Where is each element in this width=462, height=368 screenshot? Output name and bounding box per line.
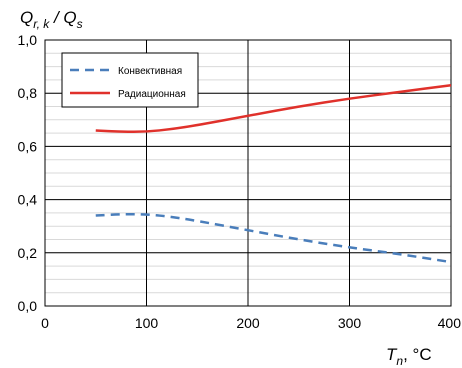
- x-tick-label: 300: [338, 315, 362, 331]
- y-axis-title-sub1: r, k: [33, 17, 50, 31]
- y-tick-label: 1,0: [18, 32, 38, 48]
- y-axis-title-sep: /: [49, 8, 63, 27]
- y-axis-title: Qr, k / Qs: [20, 8, 83, 31]
- series-layer: [95, 83, 452, 264]
- y-axis-title-q: Q: [20, 8, 33, 27]
- series-line-convective: [95, 212, 452, 264]
- y-axis-title-q2: Q: [63, 8, 76, 27]
- legend-label-convective: Конвективная: [118, 66, 182, 77]
- x-axis-title-unit: , °C: [403, 345, 432, 364]
- x-axis-title-sub: n: [396, 354, 403, 368]
- plot-area-frame: [44, 39, 452, 307]
- x-tick-labels: 0 100 200 300 400: [41, 315, 461, 331]
- legend-label-radiation: Радиационная: [118, 89, 186, 100]
- y-tick-label: 0,4: [18, 192, 38, 208]
- legend: Конвективная Радиационная: [61, 52, 199, 108]
- x-tick-label: 400: [438, 315, 462, 331]
- series-line-radiation: [95, 83, 452, 134]
- y-axis-title-sub2: s: [77, 17, 83, 31]
- x-axis-title-t: T: [386, 345, 398, 364]
- y-tick-label: 0,8: [18, 85, 38, 101]
- y-tick-label: 0,0: [18, 298, 38, 314]
- x-tick-label: 200: [236, 315, 260, 331]
- x-axis-title: Tn, °C: [386, 345, 432, 368]
- legend-box: [61, 52, 199, 108]
- x-tick-label: 0: [41, 315, 49, 331]
- x-tick-label: 100: [135, 315, 159, 331]
- y-tick-label: 0,2: [18, 245, 38, 261]
- y-tick-labels: 0,0 0,2 0,4 0,6 0,8 1,0: [18, 32, 38, 314]
- y-tick-label: 0,6: [18, 138, 38, 154]
